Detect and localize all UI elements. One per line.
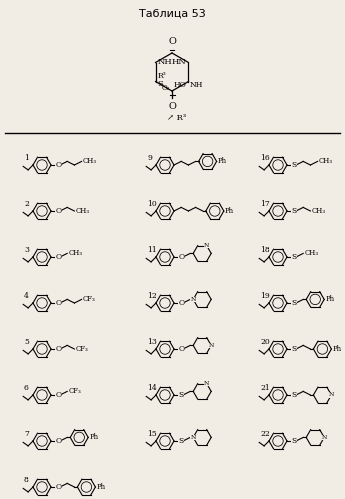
Text: O: O: [56, 391, 62, 399]
Text: 18: 18: [260, 246, 270, 254]
Text: Ph: Ph: [332, 345, 342, 353]
Text: 2: 2: [24, 200, 29, 208]
Text: Ph: Ph: [89, 434, 98, 442]
Text: 17: 17: [260, 200, 270, 208]
Text: 7: 7: [24, 430, 29, 438]
Text: S: S: [292, 437, 297, 445]
Text: CH₃: CH₃: [68, 250, 82, 257]
Text: S: S: [292, 345, 297, 353]
Text: NH: NH: [189, 80, 203, 88]
Text: N: N: [322, 435, 327, 440]
Text: 20: 20: [260, 338, 270, 346]
Text: N: N: [190, 297, 196, 302]
Text: 9: 9: [147, 154, 152, 162]
Text: 14: 14: [147, 384, 157, 392]
Text: CF₃: CF₃: [82, 295, 95, 303]
Text: 22: 22: [260, 430, 270, 438]
Text: O: O: [56, 483, 62, 491]
Text: N: N: [204, 381, 209, 386]
Text: Ph: Ph: [325, 295, 334, 303]
Text: O: O: [168, 37, 176, 46]
Text: Ph: Ph: [96, 483, 106, 491]
Text: R³: R³: [158, 71, 166, 79]
Text: S: S: [178, 437, 184, 445]
Text: O: O: [178, 345, 185, 353]
Text: S: S: [292, 391, 297, 399]
Text: CH₃: CH₃: [82, 157, 97, 165]
Text: N: N: [208, 343, 214, 348]
Text: O: O: [56, 253, 62, 261]
Text: Таблица 53: Таблица 53: [139, 9, 205, 19]
Text: 16: 16: [260, 154, 270, 162]
Text: 11: 11: [147, 246, 157, 254]
Text: O: O: [56, 207, 62, 215]
Text: 6: 6: [24, 384, 29, 392]
Text: NH: NH: [158, 57, 172, 65]
Text: Ph: Ph: [225, 207, 234, 215]
Text: O: O: [56, 299, 62, 307]
Text: HO: HO: [174, 80, 186, 88]
Text: 3: 3: [24, 246, 29, 254]
Text: CH₃: CH₃: [304, 250, 318, 257]
Text: 19: 19: [260, 292, 270, 300]
Text: HN: HN: [172, 57, 186, 65]
Text: S: S: [292, 207, 297, 215]
Text: Ph: Ph: [218, 157, 227, 165]
Text: O: O: [178, 299, 185, 307]
Text: ↗ R³: ↗ R³: [167, 114, 186, 122]
Text: O: O: [168, 102, 176, 111]
Text: 5: 5: [24, 338, 29, 346]
Text: 4: 4: [24, 292, 29, 300]
Text: O: O: [56, 161, 62, 169]
Text: 21: 21: [260, 384, 270, 392]
Text: O: O: [178, 253, 185, 261]
Text: 10: 10: [147, 200, 157, 208]
Text: 8: 8: [24, 476, 29, 484]
Text: O₂: O₂: [161, 83, 170, 91]
Text: 1: 1: [24, 154, 29, 162]
Text: 12: 12: [147, 292, 157, 300]
Text: CF₃: CF₃: [76, 345, 88, 353]
Text: CH₃: CH₃: [76, 207, 89, 215]
Text: O: O: [56, 345, 62, 353]
Text: S: S: [292, 299, 297, 307]
Text: CH₃: CH₃: [318, 157, 333, 165]
Text: S: S: [158, 79, 164, 87]
Text: N: N: [329, 393, 334, 398]
Text: CF₃: CF₃: [68, 387, 81, 395]
Text: O: O: [56, 437, 62, 445]
Text: N: N: [190, 435, 196, 440]
Text: 13: 13: [147, 338, 157, 346]
Text: N: N: [204, 243, 209, 248]
Text: 15: 15: [147, 430, 157, 438]
Text: S: S: [292, 253, 297, 261]
Text: S: S: [178, 391, 184, 399]
Text: CH₃: CH₃: [312, 207, 325, 215]
Text: S: S: [292, 161, 297, 169]
